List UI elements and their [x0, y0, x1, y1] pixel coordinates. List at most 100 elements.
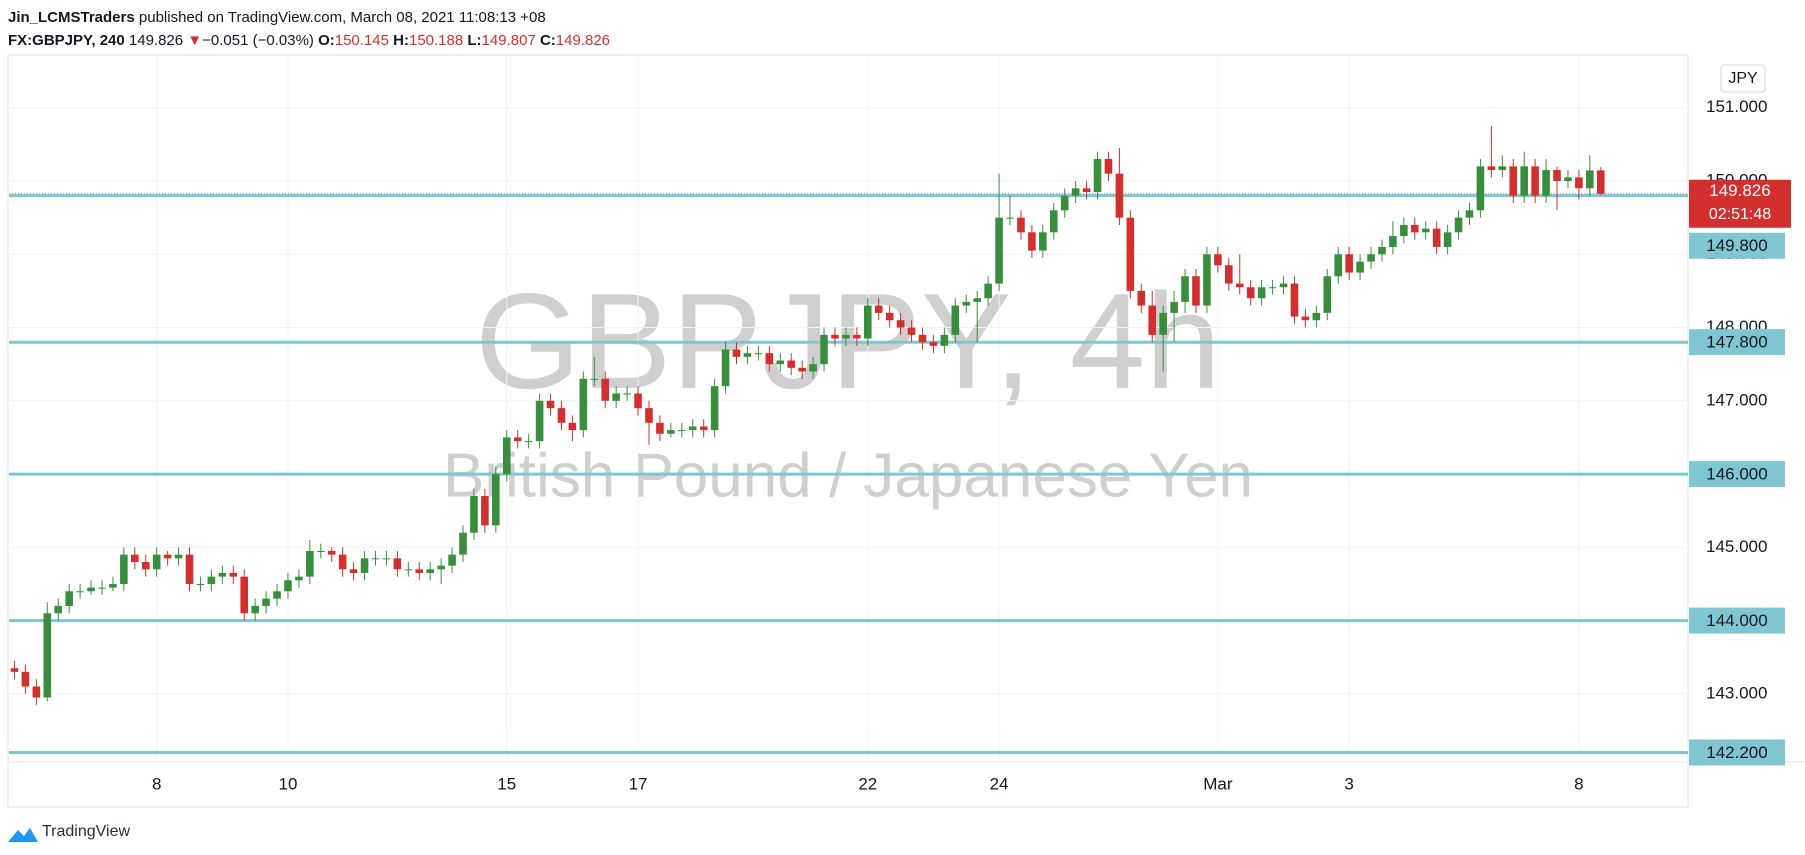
candle-body [1192, 276, 1200, 306]
candle-body [306, 550, 314, 577]
candle-body [612, 393, 620, 401]
candle-body [54, 605, 63, 614]
candle-body [546, 400, 555, 409]
logo: TradingView [8, 823, 130, 842]
candle-body [492, 474, 500, 526]
arrow: ▼ [187, 32, 203, 49]
x-tick-label: 10 [279, 774, 298, 793]
candle-body [1421, 228, 1430, 233]
candle-body [1039, 232, 1047, 251]
candle-body [1170, 301, 1178, 313]
candle-body [98, 587, 106, 589]
candle-body [295, 576, 303, 581]
candle-body [65, 591, 73, 606]
level-label-box [1689, 232, 1785, 259]
candle-body [251, 605, 259, 614]
candle-body [513, 437, 522, 442]
header-line: Jin_LCMSTraders published on TradingView… [8, 6, 610, 29]
candle-body [776, 360, 785, 365]
candle-body [1586, 170, 1594, 189]
candle-body [732, 349, 741, 357]
candle-body [185, 554, 194, 584]
candle-body [907, 327, 916, 335]
candle-body [940, 334, 949, 346]
brand[interactable]: TradingView [42, 823, 130, 840]
candle-body [1137, 290, 1146, 306]
watermark-subtitle: British Pound / Japanese Yen [443, 441, 1253, 510]
level-label-box [1689, 461, 1785, 488]
candle-body [1520, 166, 1528, 196]
candle-body [1531, 166, 1539, 196]
candle-body [787, 360, 796, 368]
candle-body [579, 378, 588, 431]
o-label: O: [318, 32, 335, 49]
candle-body [109, 583, 117, 588]
candle-body [1498, 166, 1507, 171]
l: 149.807 [481, 32, 536, 49]
level-label: 146.000 [1706, 465, 1767, 484]
candle-body [1214, 254, 1222, 266]
candle-body [1148, 305, 1157, 335]
candle-body [1454, 217, 1463, 233]
currency[interactable]: JPY [1728, 70, 1758, 87]
candle-body [316, 550, 325, 552]
candle-body [174, 554, 183, 559]
last: 149.826 [128, 32, 184, 49]
candle-body [141, 561, 150, 570]
candle-body [1378, 246, 1386, 255]
candle-body [1017, 217, 1025, 233]
candle-body [1487, 166, 1496, 171]
candle-body [1356, 261, 1364, 273]
candle-body [470, 496, 478, 533]
candle-body [1400, 224, 1408, 236]
x-tick-label: 22 [858, 774, 877, 793]
candle-body [1115, 173, 1124, 218]
candle-body [459, 532, 467, 555]
candle-body [371, 558, 380, 560]
last-price-label: 149.826 [1709, 181, 1770, 200]
candle-body [557, 408, 566, 423]
candle-body [656, 422, 664, 434]
candle-body [481, 496, 489, 526]
candle-body [1410, 224, 1419, 233]
h: 150.188 [408, 32, 464, 49]
candle-body [1225, 265, 1233, 284]
candle-body [284, 580, 292, 592]
currency-box[interactable] [1720, 64, 1766, 93]
candle-body [721, 349, 730, 387]
candle-body [1345, 254, 1353, 273]
l-label: L: [467, 32, 482, 49]
candle-body [831, 334, 839, 339]
last-price-box [1689, 179, 1791, 228]
candle-body [1235, 283, 1244, 288]
level-label: 147.800 [1706, 333, 1767, 352]
candle-body [218, 572, 227, 577]
candle-body [1553, 170, 1561, 182]
candle-body [853, 334, 861, 339]
candle-body [437, 565, 445, 570]
candle-body [262, 598, 270, 606]
author[interactable]: Jin_LCMSTraders [8, 9, 135, 26]
candle-body [874, 305, 883, 313]
candle-body [327, 550, 336, 555]
candle-body [568, 422, 577, 431]
x-tick-label: 8 [1574, 774, 1583, 793]
candle-body [995, 217, 1003, 284]
candle-body [1509, 166, 1518, 196]
candle-body [1028, 232, 1036, 251]
candle-body [688, 426, 697, 431]
c: 149.826 [555, 32, 611, 49]
candle-body [929, 342, 938, 346]
y-tick-label: 151.000 [1706, 97, 1767, 116]
y-tick-label: 143.000 [1706, 683, 1767, 702]
candle-body [32, 686, 41, 698]
candle-body [229, 572, 238, 577]
candle-body [502, 437, 511, 475]
candle-body [1159, 312, 1167, 335]
candle-body [535, 400, 544, 442]
candle-body [1443, 232, 1452, 247]
candle-body [1290, 283, 1299, 317]
candle-body [1279, 283, 1288, 288]
y-tick-label: 147.000 [1706, 390, 1767, 409]
candle-body [1082, 188, 1091, 193]
